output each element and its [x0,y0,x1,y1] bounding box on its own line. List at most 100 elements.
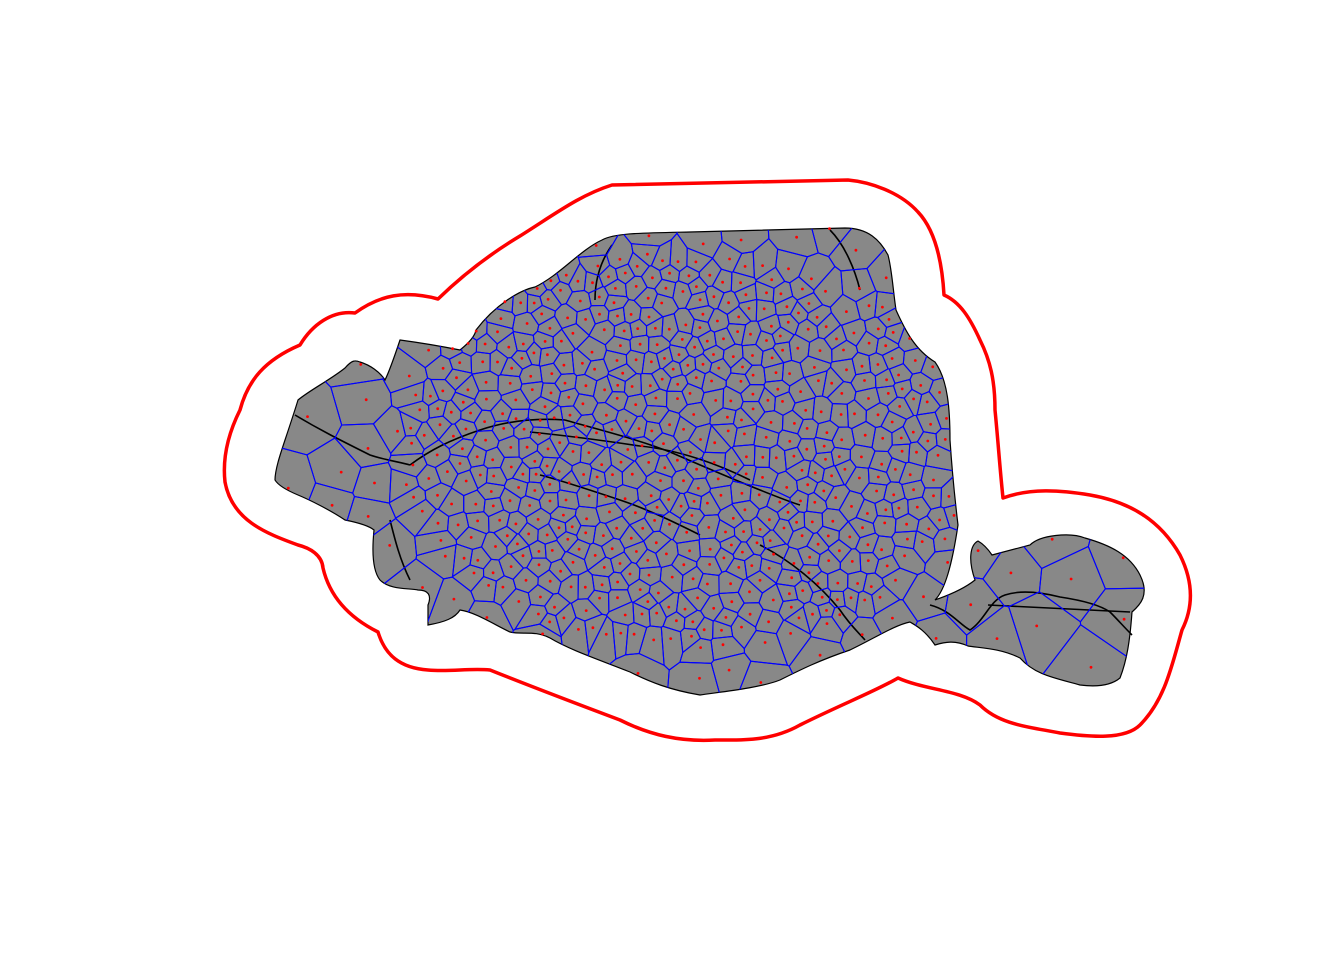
seed-point [548,499,552,503]
seed-point [779,292,783,296]
seed-point [546,353,549,357]
seed-point [619,631,623,635]
seed-point [634,285,638,288]
seed-point [830,474,833,478]
voronoi-cell [868,450,893,473]
voronoi-cell [839,548,862,575]
seed-point [881,436,885,440]
voronoi-cell [851,351,872,376]
voronoi-cell [547,517,567,540]
voronoi-cell [726,323,747,346]
seed-point [665,552,668,556]
voronoi-cell [666,374,689,393]
seed-point [767,620,770,624]
seed-point [795,520,798,524]
seed-point [714,399,718,402]
seed-point [853,412,856,416]
seed-point [608,510,611,514]
seed-point [675,619,678,623]
seed-point [1089,665,1093,669]
voronoi-cell [679,627,702,654]
seed-point [912,488,915,492]
seed-point [755,541,759,545]
seed-point [464,479,468,483]
seed-point [866,512,869,515]
seed-point [854,248,858,252]
seed-point [483,420,486,423]
seed-point [411,463,415,467]
seed-point [903,554,906,558]
seed-point [632,632,636,636]
voronoi-cell [643,530,672,554]
seed-point [667,605,671,609]
seed-point [836,581,840,585]
seed-point [737,566,741,569]
seed-point [679,504,683,508]
seed-point [861,526,864,530]
seed-point [878,595,882,599]
seed-point [458,361,462,364]
seed-point [729,582,732,586]
seed-point [441,389,445,393]
voronoi-cell [492,525,518,548]
seed-point [733,462,737,466]
seed-point [514,522,518,526]
voronoi-cell [768,443,787,475]
voronoi-cell [470,575,497,603]
seed-point [496,360,499,364]
seed-point [587,451,591,454]
seed-point [782,526,786,530]
seed-point [908,473,912,477]
seed-point [787,267,790,271]
seed-point [748,590,751,594]
seed-point [624,419,628,423]
seed-point [890,420,894,424]
seed-point [995,637,999,640]
seed-point [790,576,794,580]
seed-point [932,494,935,498]
seed-point [550,549,554,552]
seed-point [789,632,792,635]
seed-point [637,427,641,430]
seed-point [745,455,748,459]
seed-point [698,298,702,302]
seed-point [807,302,811,305]
seed-point [546,447,550,451]
seed-point [1122,617,1126,621]
seed-point [818,653,822,657]
seed-point [456,523,460,527]
seed-point [491,458,495,462]
seed-point [647,461,651,464]
seed-point [758,578,762,582]
seed-point [634,358,638,362]
seed-point [720,628,723,632]
seed-point [596,264,600,268]
seed-point [522,427,526,431]
voronoi-cell [775,568,803,587]
seed-point [686,363,690,367]
seed-point [405,483,408,486]
seed-point [772,552,775,556]
voronoi-cell [306,437,362,494]
seed-point [548,482,552,486]
seed-point [884,508,888,512]
seed-point [898,405,902,408]
seed-point [537,550,541,553]
seed-point [680,338,684,341]
seed-point [533,489,537,492]
voronoi-cell [575,307,596,337]
voronoi-cell [1079,587,1145,681]
seed-point [667,327,671,331]
seed-point [602,328,606,332]
voronoi-cell [732,464,757,486]
seed-point [421,586,424,589]
seed-point [492,474,496,478]
seed-point [731,516,735,520]
seed-point [824,457,827,461]
voronoi-cell [615,408,639,437]
seed-point [616,580,619,584]
seed-point [646,600,650,603]
seed-point [748,612,752,616]
voronoi-cell [871,425,893,453]
seed-point [824,325,828,329]
